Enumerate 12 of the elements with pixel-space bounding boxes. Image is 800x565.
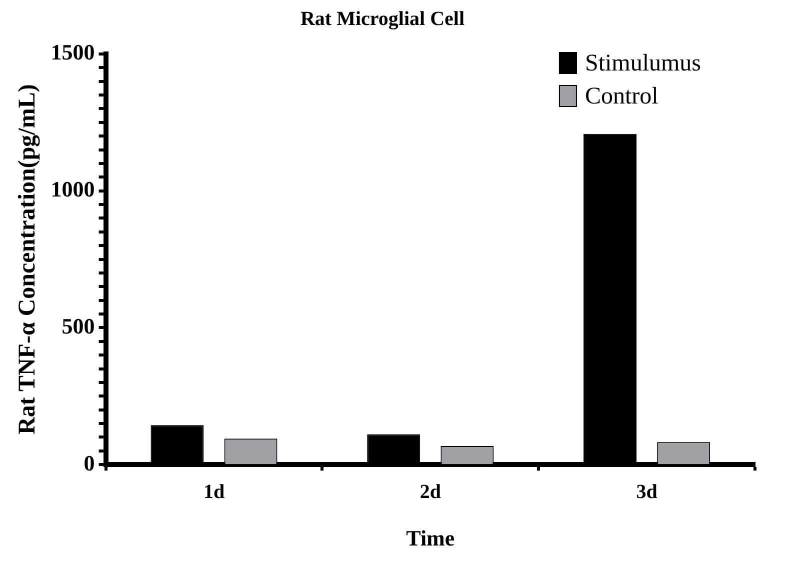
y-axis-title: Rat TNF-α Concentration(pg/mL) [14,84,41,434]
y-tick-label: 1500 [50,40,95,65]
legend-label: Control [584,83,659,110]
x-tick-label: 2d [420,480,441,503]
y-tick-label: 0 [84,450,95,476]
x-axis-title: Time [406,525,455,550]
y-tick-label: 500 [62,313,95,338]
x-tick-label: 3d [636,480,658,503]
legend-label: Stimulumus [584,50,702,76]
chart-title: Rat Microglial Cell [300,8,465,30]
x-tick-label: 1d [203,480,225,503]
y-tick-label: 1000 [50,176,95,202]
